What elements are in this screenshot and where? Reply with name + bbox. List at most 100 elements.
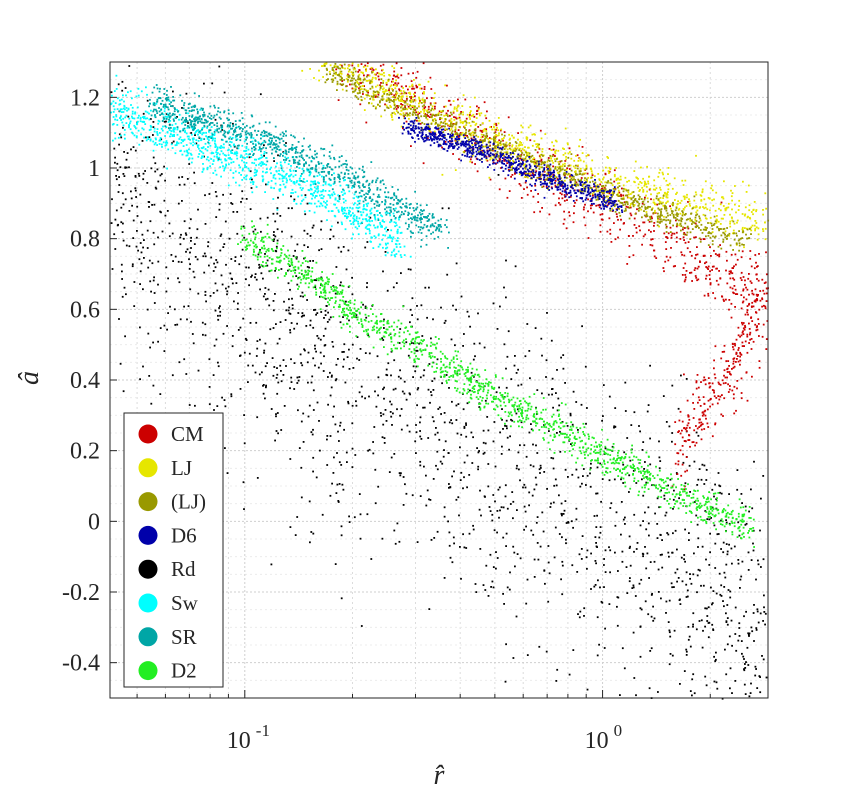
data-point (726, 623, 729, 626)
data-point (632, 584, 635, 587)
data-point (554, 167, 557, 170)
data-point (576, 183, 579, 186)
data-point (410, 95, 412, 98)
data-point (671, 432, 674, 434)
data-point (391, 80, 393, 83)
data-point (561, 513, 563, 515)
data-point (742, 327, 745, 330)
data-point (357, 78, 359, 80)
data-point (290, 235, 293, 238)
data-point (279, 364, 282, 367)
data-point (415, 349, 418, 352)
data-point (525, 164, 528, 167)
data-point (503, 286, 505, 289)
data-point (611, 207, 614, 210)
data-point (416, 404, 418, 407)
data-point (512, 500, 515, 503)
data-point (319, 338, 322, 341)
data-point (274, 293, 276, 295)
data-point (306, 202, 309, 205)
data-point (765, 292, 768, 295)
data-point (687, 414, 690, 417)
data-point (289, 331, 292, 334)
data-point (513, 161, 515, 163)
data-point (216, 289, 219, 292)
data-point (489, 126, 491, 129)
data-point (454, 129, 457, 131)
data-point (449, 129, 451, 132)
data-point (369, 98, 372, 100)
data-point (443, 412, 446, 414)
data-point (139, 270, 142, 273)
data-point (696, 427, 699, 430)
data-point (591, 180, 594, 183)
data-point (321, 65, 323, 67)
data-point (184, 232, 187, 235)
data-point (526, 654, 529, 656)
data-point (432, 389, 435, 391)
data-point (351, 73, 354, 76)
data-point (539, 154, 542, 156)
data-point (412, 114, 414, 116)
data-point (639, 607, 642, 610)
data-point (389, 85, 392, 88)
data-point (693, 199, 696, 202)
data-point (341, 77, 343, 80)
data-point (135, 245, 138, 248)
data-point (420, 110, 422, 113)
data-point (183, 220, 186, 223)
data-point (670, 236, 673, 239)
data-point (506, 436, 509, 439)
data-point (483, 145, 486, 148)
data-point (708, 382, 711, 384)
data-point (360, 95, 363, 98)
data-point (626, 263, 629, 265)
data-point (723, 369, 726, 372)
data-point (712, 628, 714, 631)
data-point (489, 141, 492, 144)
data-point (142, 365, 144, 368)
data-point (512, 545, 515, 548)
data-point (506, 162, 509, 164)
data-point (280, 268, 283, 270)
data-point (636, 201, 639, 204)
data-point (336, 66, 339, 69)
data-point (357, 98, 360, 100)
data-point (360, 385, 363, 388)
data-point (399, 113, 401, 115)
data-point (669, 231, 672, 233)
data-point (697, 401, 699, 404)
data-point (320, 220, 323, 223)
data-point (731, 219, 734, 222)
data-point (548, 181, 551, 184)
data-point (120, 206, 123, 209)
data-point (723, 586, 726, 588)
data-point (421, 98, 424, 100)
data-point (602, 415, 604, 417)
data-point (735, 244, 738, 246)
data-point (487, 595, 490, 597)
data-point (425, 116, 428, 119)
data-point (675, 236, 678, 239)
data-point (452, 153, 454, 155)
data-point (265, 298, 267, 301)
data-point (476, 170, 479, 173)
data-point (694, 191, 697, 194)
data-point (492, 161, 495, 164)
data-point (309, 541, 311, 544)
data-point (685, 205, 688, 207)
data-point (763, 606, 765, 609)
data-point (337, 430, 339, 433)
data-point (496, 144, 499, 146)
data-point (619, 178, 622, 181)
data-point (218, 307, 220, 309)
data-point (611, 192, 613, 195)
data-point (382, 270, 384, 273)
data-point (326, 438, 328, 441)
data-point (625, 200, 628, 203)
data-point (387, 78, 390, 81)
data-point (545, 166, 548, 169)
data-point (724, 209, 727, 211)
data-point (369, 68, 372, 70)
data-point (671, 187, 674, 190)
